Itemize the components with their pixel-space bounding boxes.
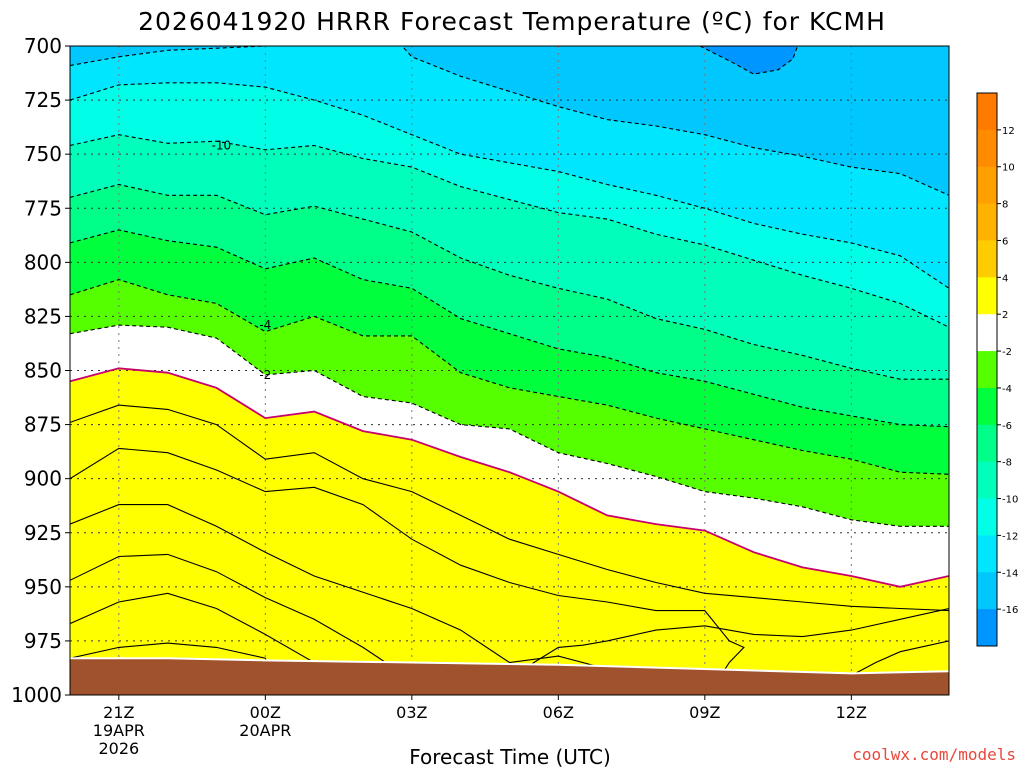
isotherm-line	[70, 404, 949, 612]
isotherm-line	[70, 82, 949, 289]
colorbar-swatch	[977, 166, 997, 205]
isotherm-line	[70, 367, 949, 588]
y-tick-label: 900	[24, 467, 62, 491]
colorbar-label: 4	[1002, 273, 1008, 284]
y-axis: 700 725 750 775 800 825 850 875 900 925 950 975 1000	[11, 34, 70, 707]
contour-label: -10	[212, 139, 232, 153]
colorbar-swatch	[977, 387, 997, 426]
band-minus16	[700, 46, 798, 75]
x-tick-label: 21Z	[103, 703, 134, 722]
colorbar-swatch	[977, 498, 997, 536]
y-tick-label: 950	[24, 575, 62, 599]
terrain-edge	[70, 657, 950, 675]
isotherm-line	[70, 324, 949, 527]
band-warm-pocket	[70, 368, 949, 695]
isotherm-line	[70, 553, 403, 674]
contour-label: -2	[259, 368, 271, 382]
y-tick-label: 775	[24, 196, 62, 220]
y-tick-label: 975	[24, 629, 62, 653]
colorbar-label: -10	[1002, 495, 1018, 506]
isotherm-line	[70, 46, 949, 196]
x-tick-label: 09Z	[689, 703, 720, 722]
y-tick-label: 1000	[11, 683, 62, 707]
colorbar-label: -14	[1002, 568, 1018, 579]
colorbar-swatch	[977, 93, 997, 131]
contour-label: -4	[259, 318, 271, 332]
y-tick-label: 700	[24, 34, 62, 58]
isotherm-line	[70, 447, 745, 678]
y-tick-label: 800	[24, 250, 62, 274]
colorbar-label: -12	[1002, 531, 1018, 542]
isotherm-line	[70, 279, 949, 475]
isotherm-line	[70, 229, 949, 428]
colorbar-label: -8	[1002, 458, 1012, 469]
x-axis-label: Forecast Time (UTC)	[409, 745, 611, 768]
colorbar-swatch	[977, 277, 997, 315]
isotherm-line	[699, 46, 799, 75]
colorbar-label: 2	[1002, 310, 1008, 321]
colorbar-swatch	[977, 314, 997, 352]
isotherm-line	[70, 504, 632, 681]
contour-labels: -10 -4 -2	[212, 139, 272, 382]
isotherm-line	[851, 640, 949, 676]
colorbar-swatch	[977, 351, 997, 389]
colorbar-swatch	[977, 424, 997, 463]
colorbar-frame	[976, 92, 998, 647]
grid-lines	[70, 46, 949, 695]
colorbar-swatch	[977, 609, 997, 647]
y-tick-label: 875	[24, 413, 62, 437]
isotherm-line	[70, 134, 949, 328]
colorbar-swatch	[977, 129, 997, 168]
chart-title: 2026041920 HRRR Forecast Temperature (ºC…	[138, 7, 886, 36]
colorbar-swatch	[977, 535, 997, 573]
colorbar-swatch	[977, 240, 997, 278]
y-tick-label: 725	[24, 88, 62, 112]
colorbar-label: -4	[1002, 384, 1012, 395]
x-tick-label: 2026	[98, 739, 139, 758]
x-tick-label: 00Z	[250, 703, 281, 722]
credit-text: coolwx.com/models	[852, 745, 1016, 764]
x-tick-label: 20APR	[239, 721, 291, 740]
isotherm-contours	[70, 46, 949, 685]
isotherm-line	[70, 183, 949, 380]
plot-area: -10 -4 -2	[69, 45, 950, 696]
x-tick-label: 12Z	[836, 703, 867, 722]
y-tick-label: 850	[24, 359, 62, 383]
isotherm-line	[509, 607, 949, 685]
y-tick-label: 750	[24, 142, 62, 166]
temperature-fills	[70, 46, 949, 695]
colorbar: 12 10 8 6 4 2 -2 -4 -6 -8 -10 -12 -14 -16	[976, 92, 1018, 647]
colorbar-label: -16	[1002, 605, 1018, 616]
y-tick-label: 925	[24, 521, 62, 545]
colorbar-label: -2	[1002, 347, 1012, 358]
colorbar-label: 8	[1002, 200, 1008, 211]
colorbar-label: 10	[1002, 163, 1015, 174]
x-tick-label: 19APR	[93, 721, 145, 740]
y-tick-label: 825	[24, 304, 62, 328]
colorbar-label: 6	[1002, 236, 1008, 247]
colorbar-label: 12	[1002, 126, 1015, 137]
colorbar-swatch	[977, 203, 997, 241]
colorbar-label: -6	[1002, 421, 1012, 432]
x-tick-label: 03Z	[396, 703, 427, 722]
terrain-surface	[70, 658, 949, 695]
colorbar-swatch	[977, 572, 997, 610]
x-tick-label: 06Z	[543, 703, 574, 722]
colorbar-swatch	[977, 461, 997, 500]
